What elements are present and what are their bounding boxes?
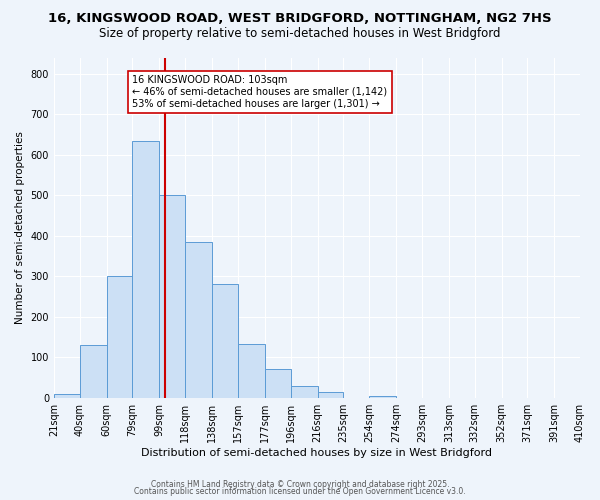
Bar	[290, 386, 317, 398]
Bar	[265, 370, 290, 398]
Bar	[133, 140, 160, 398]
Bar	[160, 195, 185, 398]
Text: 16 KINGSWOOD ROAD: 103sqm
← 46% of semi-detached houses are smaller (1,142)
53% : 16 KINGSWOOD ROAD: 103sqm ← 46% of semi-…	[133, 76, 388, 108]
Bar	[238, 344, 265, 398]
X-axis label: Distribution of semi-detached houses by size in West Bridgford: Distribution of semi-detached houses by …	[142, 448, 493, 458]
Text: 16, KINGSWOOD ROAD, WEST BRIDGFORD, NOTTINGHAM, NG2 7HS: 16, KINGSWOOD ROAD, WEST BRIDGFORD, NOTT…	[48, 12, 552, 26]
Bar	[54, 394, 80, 398]
Y-axis label: Number of semi-detached properties: Number of semi-detached properties	[15, 131, 25, 324]
Bar	[369, 396, 396, 398]
Text: Contains HM Land Registry data © Crown copyright and database right 2025.: Contains HM Land Registry data © Crown c…	[151, 480, 449, 489]
Bar	[107, 276, 133, 398]
Bar	[212, 284, 238, 398]
Bar	[185, 242, 212, 398]
Bar	[317, 392, 343, 398]
Bar	[80, 345, 107, 398]
Text: Size of property relative to semi-detached houses in West Bridgford: Size of property relative to semi-detach…	[99, 28, 501, 40]
Text: Contains public sector information licensed under the Open Government Licence v3: Contains public sector information licen…	[134, 487, 466, 496]
